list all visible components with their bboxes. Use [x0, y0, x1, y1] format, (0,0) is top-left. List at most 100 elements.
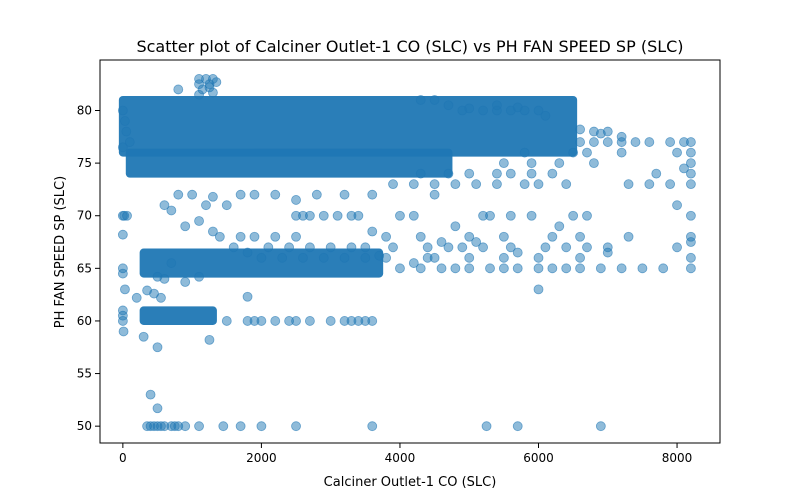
scatter-point — [166, 205, 177, 216]
scatter-point — [464, 263, 475, 274]
scatter-point — [457, 242, 468, 253]
scatter-point — [658, 263, 669, 274]
scatter-point — [679, 163, 689, 174]
scatter-point — [360, 252, 371, 263]
scatter-point — [547, 231, 558, 242]
scatter-point — [686, 252, 696, 263]
scatter-point — [505, 242, 516, 253]
scatter-point — [554, 158, 565, 169]
scatter-point — [367, 226, 378, 237]
scatter-point — [498, 252, 509, 263]
scatter-point — [492, 100, 502, 111]
scatter-point — [582, 242, 592, 253]
scatter-point — [623, 179, 634, 190]
scatter-point — [630, 137, 641, 147]
scatter-point — [388, 242, 398, 253]
scatter-point — [540, 110, 551, 121]
scatter-point — [554, 221, 565, 232]
scatter-point — [533, 105, 544, 116]
scatter-point — [298, 252, 308, 263]
scatter-point — [686, 158, 696, 169]
scatter-point — [277, 252, 288, 263]
scatter-point — [595, 128, 606, 139]
scatter-point — [263, 242, 274, 253]
scatter-point — [180, 421, 191, 432]
y-tick-label: 75 — [77, 156, 92, 170]
x-axis-ticks: 0 2000 4000 6000 8000 — [119, 443, 692, 465]
scatter-point — [122, 210, 132, 221]
scatter-point — [450, 263, 461, 274]
scatter-point — [485, 210, 495, 221]
scatter-point — [575, 252, 585, 263]
scatter-point — [325, 316, 336, 326]
scatter-point — [443, 100, 454, 111]
scatter-point — [180, 277, 191, 287]
scatter-point — [602, 247, 613, 258]
scatter-point — [304, 316, 315, 326]
plot-frame — [99, 59, 721, 444]
scatter-point — [478, 105, 488, 116]
scatter-point — [568, 147, 579, 158]
scatter-point — [686, 179, 696, 190]
scatter-point — [304, 210, 315, 221]
y-tick-label: 55 — [77, 367, 92, 381]
scatter-point — [568, 210, 579, 221]
scatter-point — [547, 168, 558, 179]
y-tick-label: 60 — [77, 314, 92, 328]
scatter-point — [429, 252, 440, 263]
scatter-point — [221, 200, 232, 211]
plot-area — [117, 74, 696, 432]
scatter-point — [450, 179, 461, 190]
scatter-point — [575, 137, 585, 147]
scatter-point — [120, 284, 130, 295]
y-tick-label: 50 — [77, 419, 92, 433]
scatter-point — [124, 137, 135, 147]
scatter-point — [117, 105, 128, 116]
scatter-point — [519, 147, 530, 158]
scatter-point — [339, 316, 350, 326]
scatter-point — [353, 316, 364, 326]
scatter-point — [686, 237, 696, 247]
scatter-point — [381, 231, 392, 242]
scatter-point — [117, 142, 128, 153]
scatter-point — [526, 158, 537, 169]
scatter-point — [214, 231, 225, 242]
scatter-point — [533, 284, 544, 295]
scatter-point — [547, 263, 558, 274]
scatter-point — [173, 189, 184, 200]
scatter-point — [180, 221, 191, 232]
scatter-point — [471, 179, 482, 190]
scatter-point — [325, 242, 336, 253]
scatter-point — [464, 168, 475, 179]
scatter-point — [194, 271, 204, 282]
scatter-point — [291, 195, 301, 205]
scatter-point — [422, 242, 433, 253]
scatter-point — [249, 189, 260, 200]
scatter-point — [415, 231, 426, 242]
scatter-point — [644, 179, 655, 190]
scatter-point — [388, 179, 398, 190]
scatter-point — [575, 124, 585, 135]
scatter-point — [152, 403, 163, 414]
scatter-point — [533, 179, 544, 190]
scatter-point — [471, 237, 482, 247]
scatter-point — [367, 421, 378, 432]
scatter-point — [575, 231, 585, 242]
scatter-point — [686, 210, 696, 221]
scatter-point — [602, 137, 613, 147]
scatter-point — [194, 79, 204, 90]
scatter-point — [121, 126, 132, 137]
scatter-point — [194, 421, 204, 432]
scatter-point — [120, 116, 130, 126]
scatter-point — [117, 229, 128, 240]
scatter-point — [582, 210, 592, 221]
scatter-point — [443, 168, 454, 179]
scatter-point — [235, 189, 246, 200]
scatter-point — [512, 263, 523, 274]
scatter-point — [589, 158, 599, 169]
scatter-point — [117, 316, 128, 326]
x-tick-label: 4000 — [385, 451, 416, 465]
scatter-point — [228, 242, 239, 253]
